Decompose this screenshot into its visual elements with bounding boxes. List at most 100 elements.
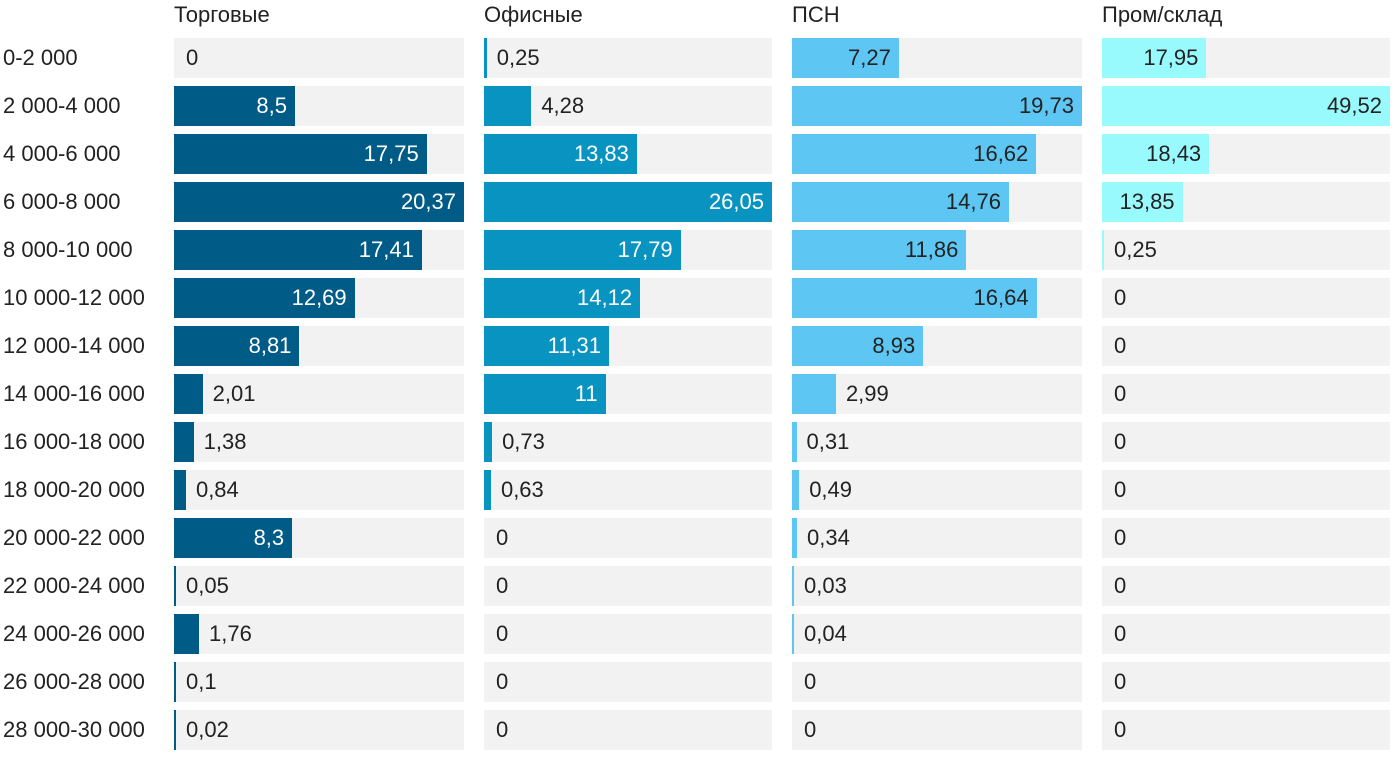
category-label: 28 000-30 000 bbox=[3, 717, 145, 742]
data-label: 0,31 bbox=[806, 429, 850, 454]
bar-track: 18,43 bbox=[1102, 134, 1390, 174]
data-label: 0,25 bbox=[1114, 237, 1157, 262]
bar-track: 11,86 bbox=[792, 230, 1082, 270]
bar-track: 17,41 bbox=[174, 230, 464, 270]
bar-track: 0 bbox=[1102, 662, 1390, 702]
bar-track: 0 bbox=[1102, 470, 1390, 510]
data-label: 14,76 bbox=[945, 189, 1001, 214]
bar-track: 0 bbox=[792, 710, 1082, 750]
bar-track: 0 bbox=[484, 662, 772, 702]
data-label: 26,05 bbox=[708, 189, 764, 214]
category-label: 0-2 000 bbox=[3, 45, 78, 70]
data-label: 0 bbox=[1114, 477, 1127, 502]
data-label: 8,81 bbox=[248, 333, 292, 358]
data-label: 0 bbox=[1114, 669, 1127, 694]
panel-title: ПСН bbox=[792, 2, 840, 27]
panel-title: Торговые bbox=[174, 2, 270, 27]
bar-track: 0 bbox=[1102, 710, 1390, 750]
category-label: 22 000-24 000 bbox=[3, 573, 145, 598]
bar bbox=[1102, 230, 1104, 270]
bar-track: 8,81 bbox=[174, 326, 464, 366]
data-label: 0 bbox=[1114, 429, 1127, 454]
bar-track: 11 bbox=[484, 374, 772, 414]
data-label: 0 bbox=[1114, 573, 1127, 598]
category-label: 4 000-6 000 bbox=[3, 141, 121, 166]
bar bbox=[484, 134, 637, 174]
data-label: 18,43 bbox=[1146, 141, 1202, 166]
bar-track: 0 bbox=[1102, 518, 1390, 558]
bar-track: 1,38 bbox=[174, 422, 464, 462]
data-label: 0,34 bbox=[806, 525, 850, 550]
bar bbox=[174, 518, 293, 558]
data-label: 0 bbox=[1114, 525, 1127, 550]
data-label: 1,38 bbox=[203, 429, 247, 454]
data-label: 0 bbox=[496, 621, 509, 646]
data-label: 2,01 bbox=[212, 381, 256, 406]
bar bbox=[792, 134, 1037, 174]
bar-track: 8,5 bbox=[174, 86, 464, 126]
bar-track: 0 bbox=[1102, 326, 1390, 366]
bar bbox=[174, 374, 203, 414]
bar-track: 4,28 bbox=[484, 86, 772, 126]
category-label: 2 000-4 000 bbox=[3, 93, 121, 118]
bar bbox=[484, 422, 493, 462]
bar bbox=[792, 38, 899, 78]
data-label: 19,73 bbox=[1018, 93, 1074, 118]
bar-track: 13,83 bbox=[484, 134, 772, 174]
data-label: 1,76 bbox=[209, 621, 252, 646]
data-label: 13,83 bbox=[573, 141, 629, 166]
data-label: 20,37 bbox=[400, 189, 456, 214]
bar-track: 0 bbox=[484, 566, 772, 606]
bar bbox=[792, 374, 836, 414]
bar bbox=[174, 182, 464, 222]
data-label: 0 bbox=[496, 573, 509, 598]
bar-track: 0 bbox=[1102, 566, 1390, 606]
category-label: 20 000-22 000 bbox=[3, 525, 145, 550]
bar bbox=[792, 518, 797, 558]
bar-track: 0 bbox=[792, 662, 1082, 702]
bar bbox=[1102, 86, 1390, 126]
bar bbox=[792, 566, 794, 606]
bar-track: 0,25 bbox=[1102, 230, 1390, 270]
data-label: 0 bbox=[1114, 381, 1127, 406]
bar-track: 49,52 bbox=[1102, 86, 1390, 126]
data-label: 0,02 bbox=[186, 717, 229, 742]
bar bbox=[174, 422, 194, 462]
bar bbox=[174, 230, 422, 270]
bar-track: 26,05 bbox=[484, 182, 772, 222]
bar bbox=[1102, 134, 1210, 174]
data-label: 8,3 bbox=[253, 525, 285, 550]
data-label: 11 bbox=[574, 381, 598, 406]
data-label: 11,86 bbox=[904, 237, 959, 262]
bar-track: 0,02 bbox=[174, 710, 464, 750]
data-label: 0,49 bbox=[809, 477, 853, 502]
data-label: 0,05 bbox=[186, 573, 229, 598]
bar-track: 0,49 bbox=[792, 470, 1082, 510]
bar bbox=[792, 278, 1037, 318]
category-label: 26 000-28 000 bbox=[3, 669, 145, 694]
data-label: 8,5 bbox=[256, 93, 287, 118]
data-label: 0,04 bbox=[804, 621, 847, 646]
data-label: 17,79 bbox=[617, 237, 673, 262]
bar bbox=[484, 470, 491, 510]
bar-track: 19,73 bbox=[792, 86, 1082, 126]
bar-track: 14,12 bbox=[484, 278, 772, 318]
data-label: 0,03 bbox=[804, 573, 847, 598]
data-label: 0,1 bbox=[186, 669, 217, 694]
bar-track: 0 bbox=[484, 518, 772, 558]
bar bbox=[174, 662, 176, 702]
data-label: 0,84 bbox=[195, 477, 239, 502]
data-label: 17,75 bbox=[363, 141, 419, 166]
bar-track: 0 bbox=[484, 710, 772, 750]
bar bbox=[174, 134, 427, 174]
bar bbox=[174, 278, 355, 318]
bar bbox=[484, 230, 681, 270]
bar-track: 17,75 bbox=[174, 134, 464, 174]
bar bbox=[484, 182, 772, 222]
bar-track: 0 bbox=[484, 614, 772, 654]
category-label: 6 000-8 000 bbox=[3, 189, 121, 214]
bar-track: 0 bbox=[1102, 614, 1390, 654]
data-label: 11,31 bbox=[547, 333, 602, 358]
category-label: 10 000-12 000 bbox=[3, 285, 145, 310]
